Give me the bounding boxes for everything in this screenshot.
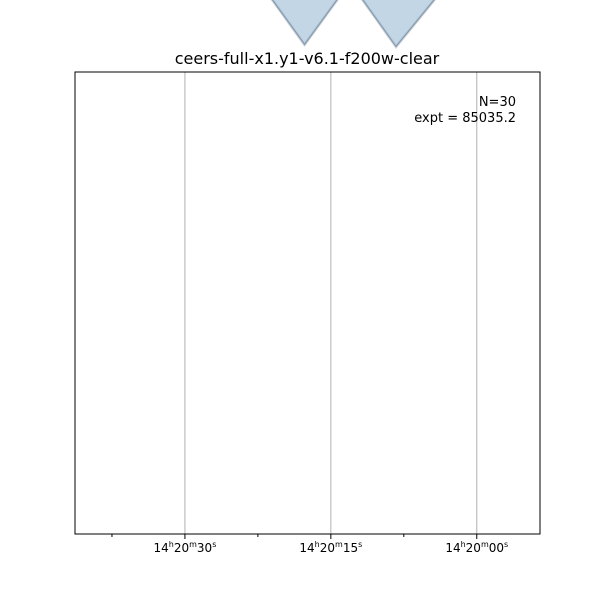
axis-ticks: 14h20m30s14h20m15s14h20m00s53° 00′52° 58… bbox=[111, 534, 508, 555]
x-tick-label: 14h20m15s bbox=[299, 540, 362, 555]
grid-lines bbox=[184, 72, 478, 534]
detector-footprints bbox=[270, 0, 436, 49]
axes-frame bbox=[74, 71, 541, 535]
annotation-exposure-time: expt = 85035.2 bbox=[414, 111, 516, 126]
chart-title: ceers-full-x1.y1-v6.1-f200w-clear bbox=[175, 49, 440, 68]
annotation-n-count: N=30 bbox=[479, 95, 516, 110]
x-tick-label: 14h20m30s bbox=[153, 540, 216, 555]
detector-footprint bbox=[271, 0, 338, 46]
detector-footprint bbox=[362, 0, 435, 48]
x-tick-label: 14h20m00s bbox=[445, 540, 508, 555]
